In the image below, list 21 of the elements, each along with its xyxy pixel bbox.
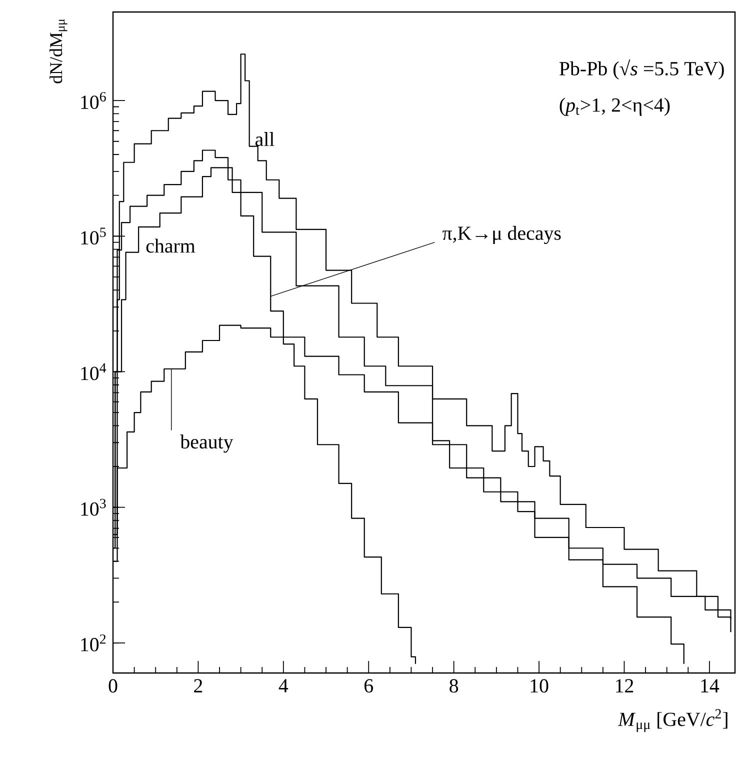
- text: beauty: [180, 434, 234, 453]
- legend-label: charm: [146, 238, 196, 253]
- x-tick-label: 2: [194, 679, 202, 692]
- y-tick-label: 10$^{4}$: [81, 363, 106, 380]
- x-tick-label: 10: [530, 679, 548, 693]
- x-tick-label: 14: [701, 679, 720, 692]
- y-tick-label: 10$^{5}$: [81, 228, 106, 245]
- annotation: (p$_{t}$>1, 2<η<4): [560, 98, 670, 116]
- y-tick-label: 10$^{2}$: [81, 634, 106, 652]
- y-axis-title: dN/dM$_{μμ}$: [50, 19, 68, 84]
- x-tick-label: 6: [364, 679, 374, 693]
- x-tick-label: 12: [616, 679, 634, 692]
- x-tick-label: 4: [278, 679, 288, 692]
- series-label: all: [255, 132, 274, 146]
- x-tick-label: 0: [108, 679, 118, 693]
- x-tick-label: 8: [450, 679, 458, 693]
- text: π,K→μ decays: [442, 226, 561, 244]
- y-tick-label: 10$^{3}$: [81, 498, 106, 516]
- y-tick-label: 10$^{6}$: [81, 92, 106, 110]
- x-axis-title: M$_{μμ}$ [GeV/c$^{2}$]: [618, 709, 728, 732]
- annotation: Pb-Pb (√s =5.5 TeV): [560, 59, 724, 80]
